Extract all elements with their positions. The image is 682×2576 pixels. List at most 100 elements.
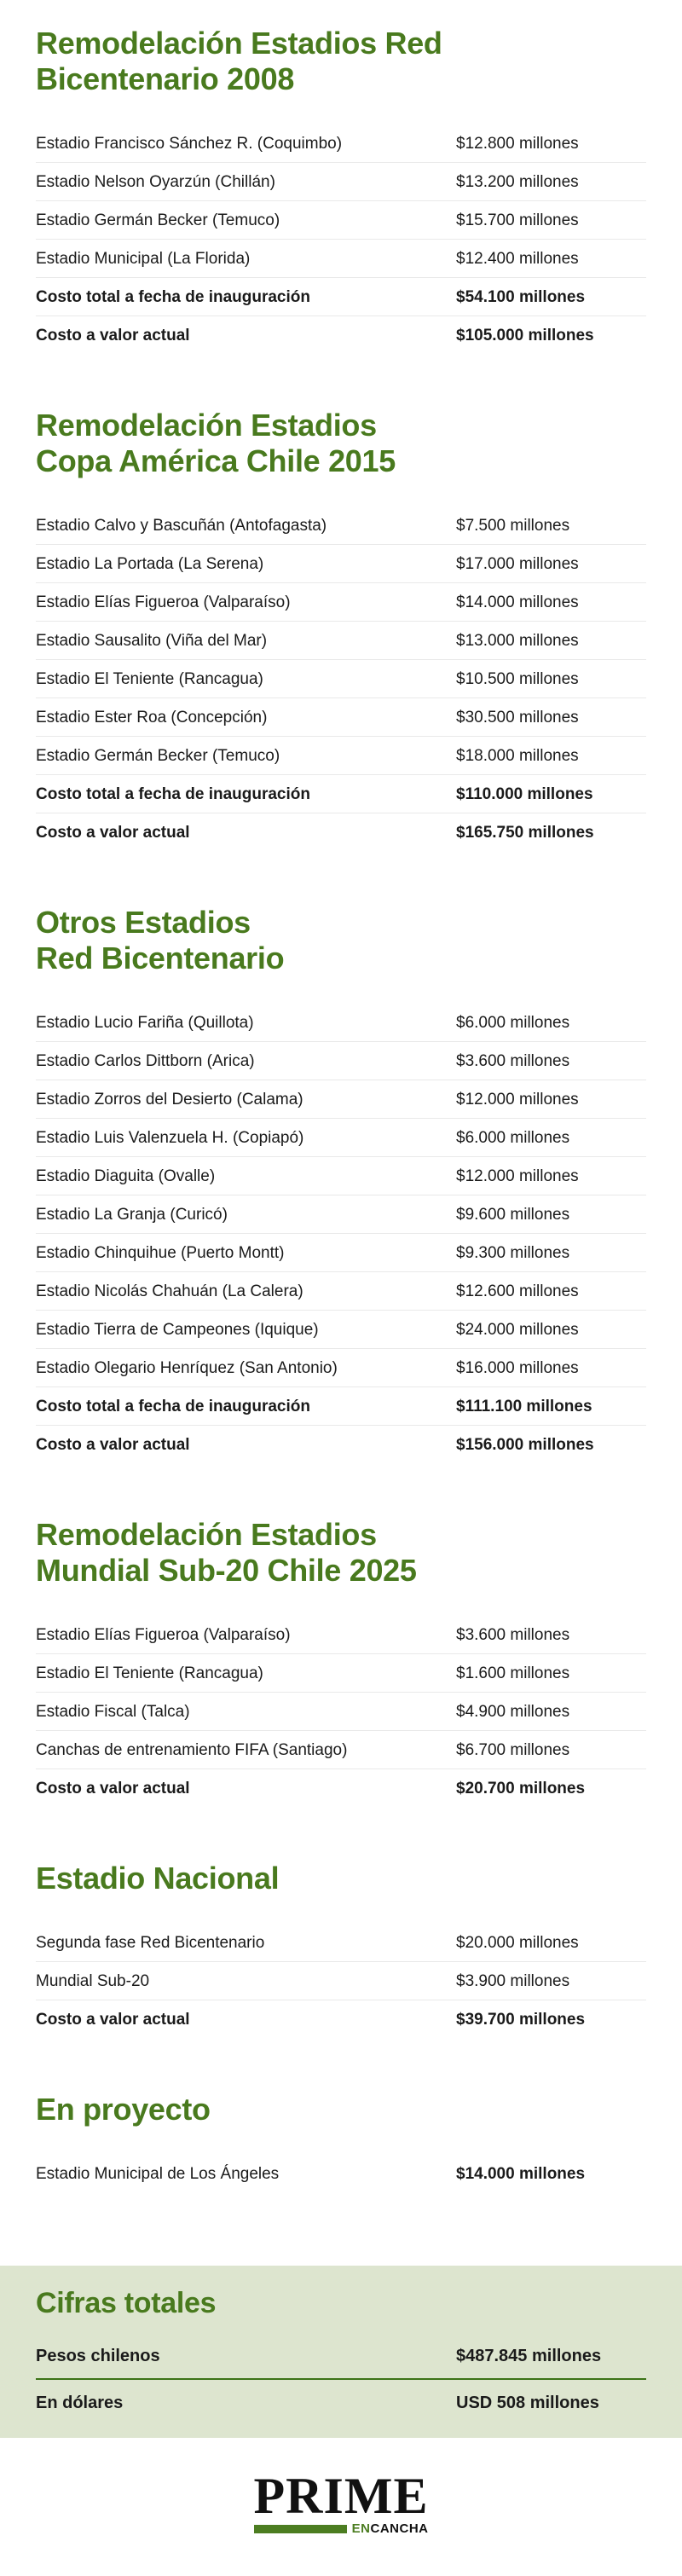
table-row: Estadio La Portada (La Serena) $17.000 m… — [36, 545, 646, 583]
row-value: $54.100 millones — [456, 287, 586, 306]
row-label: Costo total a fecha de inauguración — [36, 287, 310, 306]
row-label: Costo a valor actual — [36, 327, 190, 344]
row-label: Estadio Olegario Henríquez (San Antonio) — [36, 1358, 338, 1377]
row-label: En dólares — [36, 2393, 124, 2412]
row-value: $16.000 millones — [456, 1358, 579, 1377]
row-label: Estadio El Teniente (Rancagua) — [36, 1664, 263, 1682]
logo-text-en: EN — [351, 2521, 371, 2536]
row-label: Estadio Carlos Dittborn (Arica) — [36, 1051, 255, 1070]
row-value: $13.200 millones — [456, 172, 579, 191]
row-value: $15.700 millones — [456, 211, 579, 229]
cost-section: Remodelación Estadios Mundial Sub-20 Chil… — [0, 1517, 682, 1808]
row-value: $18.000 millones — [456, 746, 579, 765]
table-row: Costo total a fecha de inauguración $111… — [36, 1387, 646, 1426]
cost-table: Estadio Elías Figueroa (Valparaíso) $3.6… — [36, 1616, 646, 1808]
row-value: $20.000 millones — [456, 1933, 579, 1952]
table-row: Estadio Olegario Henríquez (San Antonio)… — [36, 1349, 646, 1387]
sections-container: Remodelación Estadios Red Bicentenario 20… — [0, 26, 682, 2193]
section-title: Remodelación Estadios Copa América Chile … — [36, 408, 646, 479]
table-row: Estadio Elías Figueroa (Valparaíso) $3.6… — [36, 1616, 646, 1654]
section-title-line: En proyecto — [36, 2092, 211, 2127]
cost-section: Remodelación Estadios Copa América Chile … — [0, 408, 682, 852]
row-label: Costo a valor actual — [36, 2011, 190, 2029]
section-title-line: Copa América Chile 2015 — [36, 443, 396, 478]
row-label: Costo a valor actual — [36, 1780, 190, 1797]
row-label: Estadio El Teniente (Rancagua) — [36, 669, 263, 688]
table-row: Estadio Elías Figueroa (Valparaíso) $14.… — [36, 583, 646, 622]
table-row: Estadio Municipal de Los Ángeles $14.000… — [36, 2155, 646, 2193]
totals-title: Cifras totales — [36, 2287, 217, 2319]
section-title-line: Red Bicentenario — [36, 941, 285, 975]
row-value: $13.000 millones — [456, 631, 579, 650]
row-value: $30.500 millones — [456, 708, 579, 726]
logo-wordmark: PRIME — [253, 2468, 429, 2524]
row-value: USD 508 millones — [456, 2393, 599, 2412]
row-value: $111.100 millones — [456, 1397, 592, 1415]
row-label: Estadio Nelson Oyarzún (Chillán) — [36, 172, 275, 191]
table-row: Estadio El Teniente (Rancagua) $10.500 m… — [36, 660, 646, 698]
row-label: Canchas de entrenamiento FIFA (Santiago) — [36, 1740, 348, 1759]
row-label: Estadio Ester Roa (Concepción) — [36, 708, 268, 726]
row-value: $24.000 millones — [456, 1320, 579, 1339]
table-row: Estadio Nelson Oyarzún (Chillán) $13.200… — [36, 163, 646, 201]
cost-table: Estadio Municipal de Los Ángeles $14.000… — [36, 2155, 646, 2193]
logo-subline: EN CANCHA — [253, 2521, 429, 2536]
row-label: Costo a valor actual — [36, 824, 190, 842]
table-row: Estadio Zorros del Desierto (Calama) $12… — [36, 1080, 646, 1119]
row-value: $4.900 millones — [456, 1702, 570, 1721]
section-title: Remodelación Estadios Mundial Sub-20 Chil… — [36, 1517, 646, 1589]
row-value: $3.900 millones — [456, 1971, 570, 1990]
row-value: $12.400 millones — [456, 249, 579, 268]
table-row: Pesos chilenos $487.845 millones — [36, 2334, 646, 2380]
row-value: $6.000 millones — [456, 1013, 570, 1032]
row-label: Estadio La Granja (Curicó) — [36, 1205, 228, 1224]
row-label: Costo total a fecha de inauguración — [36, 784, 310, 803]
table-row: Estadio Carlos Dittborn (Arica) $3.600 m… — [36, 1042, 646, 1080]
row-label: Estadio Sausalito (Viña del Mar) — [36, 631, 268, 650]
row-value: $156.000 millones — [456, 1436, 594, 1454]
table-row: Costo a valor actual $20.700 millones — [36, 1769, 646, 1808]
section-title-line: Remodelación Estadios — [36, 408, 377, 443]
prime-encancha-logo: PRIME EN CANCHA — [253, 2468, 429, 2536]
section-title-line: Otros Estadios — [36, 905, 251, 940]
row-value: $20.700 millones — [456, 1780, 586, 1797]
row-label: Estadio Luis Valenzuela H. (Copiapó) — [36, 1128, 304, 1147]
row-label: Estadio Nicolás Chahuán (La Calera) — [36, 1282, 303, 1300]
section-title-line: Remodelación Estadios — [36, 1517, 377, 1552]
row-label: Estadio Francisco Sánchez R. (Coquimbo) — [36, 134, 343, 153]
cost-section: Estadio Nacional Segunda fase Red Bicent… — [0, 1861, 682, 2039]
section-title: Otros Estadios Red Bicentenario — [36, 905, 646, 976]
cost-table: Estadio Francisco Sánchez R. (Coquimbo) … — [36, 124, 646, 355]
row-value: $487.845 millones — [456, 2346, 602, 2365]
row-value: $165.750 millones — [456, 824, 594, 842]
cost-section: Remodelación Estadios Red Bicentenario 20… — [0, 26, 682, 355]
totals-table: Pesos chilenos $487.845 millones En dóla… — [36, 2334, 646, 2426]
table-row: Estadio Chinquihue (Puerto Montt) $9.300… — [36, 1234, 646, 1272]
section-title-line: Remodelación Estadios Red — [36, 26, 442, 61]
row-value: $12.000 millones — [456, 1166, 579, 1185]
row-value: $39.700 millones — [456, 2011, 586, 2029]
row-label: Estadio Fiscal (Talca) — [36, 1702, 190, 1721]
section-title-line: Bicentenario 2008 — [36, 61, 295, 96]
table-row: Canchas de entrenamiento FIFA (Santiago)… — [36, 1731, 646, 1769]
section-title: Remodelación Estadios Red Bicentenario 20… — [36, 26, 646, 97]
cost-section: En proyecto Estadio Municipal de Los Áng… — [0, 2092, 682, 2193]
table-row: Estadio Germán Becker (Temuco) $15.700 m… — [36, 201, 646, 240]
section-title: Estadio Nacional — [36, 1861, 646, 1896]
cost-table: Estadio Lucio Fariña (Quillota) $6.000 m… — [36, 1004, 646, 1464]
table-row: Costo total a fecha de inauguración $110… — [36, 775, 646, 813]
table-row: Estadio Ester Roa (Concepción) $30.500 m… — [36, 698, 646, 737]
row-value: $17.000 millones — [456, 554, 579, 573]
table-row: Estadio Calvo y Bascuñán (Antofagasta) $… — [36, 507, 646, 545]
table-row: En dólares USD 508 millones — [36, 2380, 646, 2426]
table-row: Estadio La Granja (Curicó) $9.600 millon… — [36, 1195, 646, 1234]
row-label: Estadio Chinquihue (Puerto Montt) — [36, 1243, 285, 1262]
row-label: Costo total a fecha de inauguración — [36, 1397, 310, 1415]
row-value: $14.000 millones — [456, 2165, 586, 2183]
cost-table: Estadio Calvo y Bascuñán (Antofagasta) $… — [36, 507, 646, 852]
row-label: Estadio Municipal de Los Ángeles — [36, 2165, 280, 2183]
table-row: Estadio Nicolás Chahuán (La Calera) $12.… — [36, 1272, 646, 1311]
table-row: Costo a valor actual $39.700 millones — [36, 2000, 646, 2039]
logo-text-cancha: CANCHA — [370, 2521, 429, 2536]
table-row: Estadio Sausalito (Viña del Mar) $13.000… — [36, 622, 646, 660]
